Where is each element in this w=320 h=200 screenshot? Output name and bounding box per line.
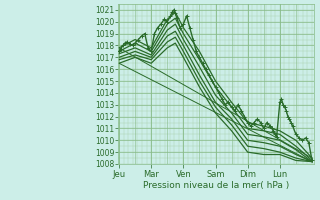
X-axis label: Pression niveau de la mer( hPa ): Pression niveau de la mer( hPa ) [143, 181, 289, 190]
